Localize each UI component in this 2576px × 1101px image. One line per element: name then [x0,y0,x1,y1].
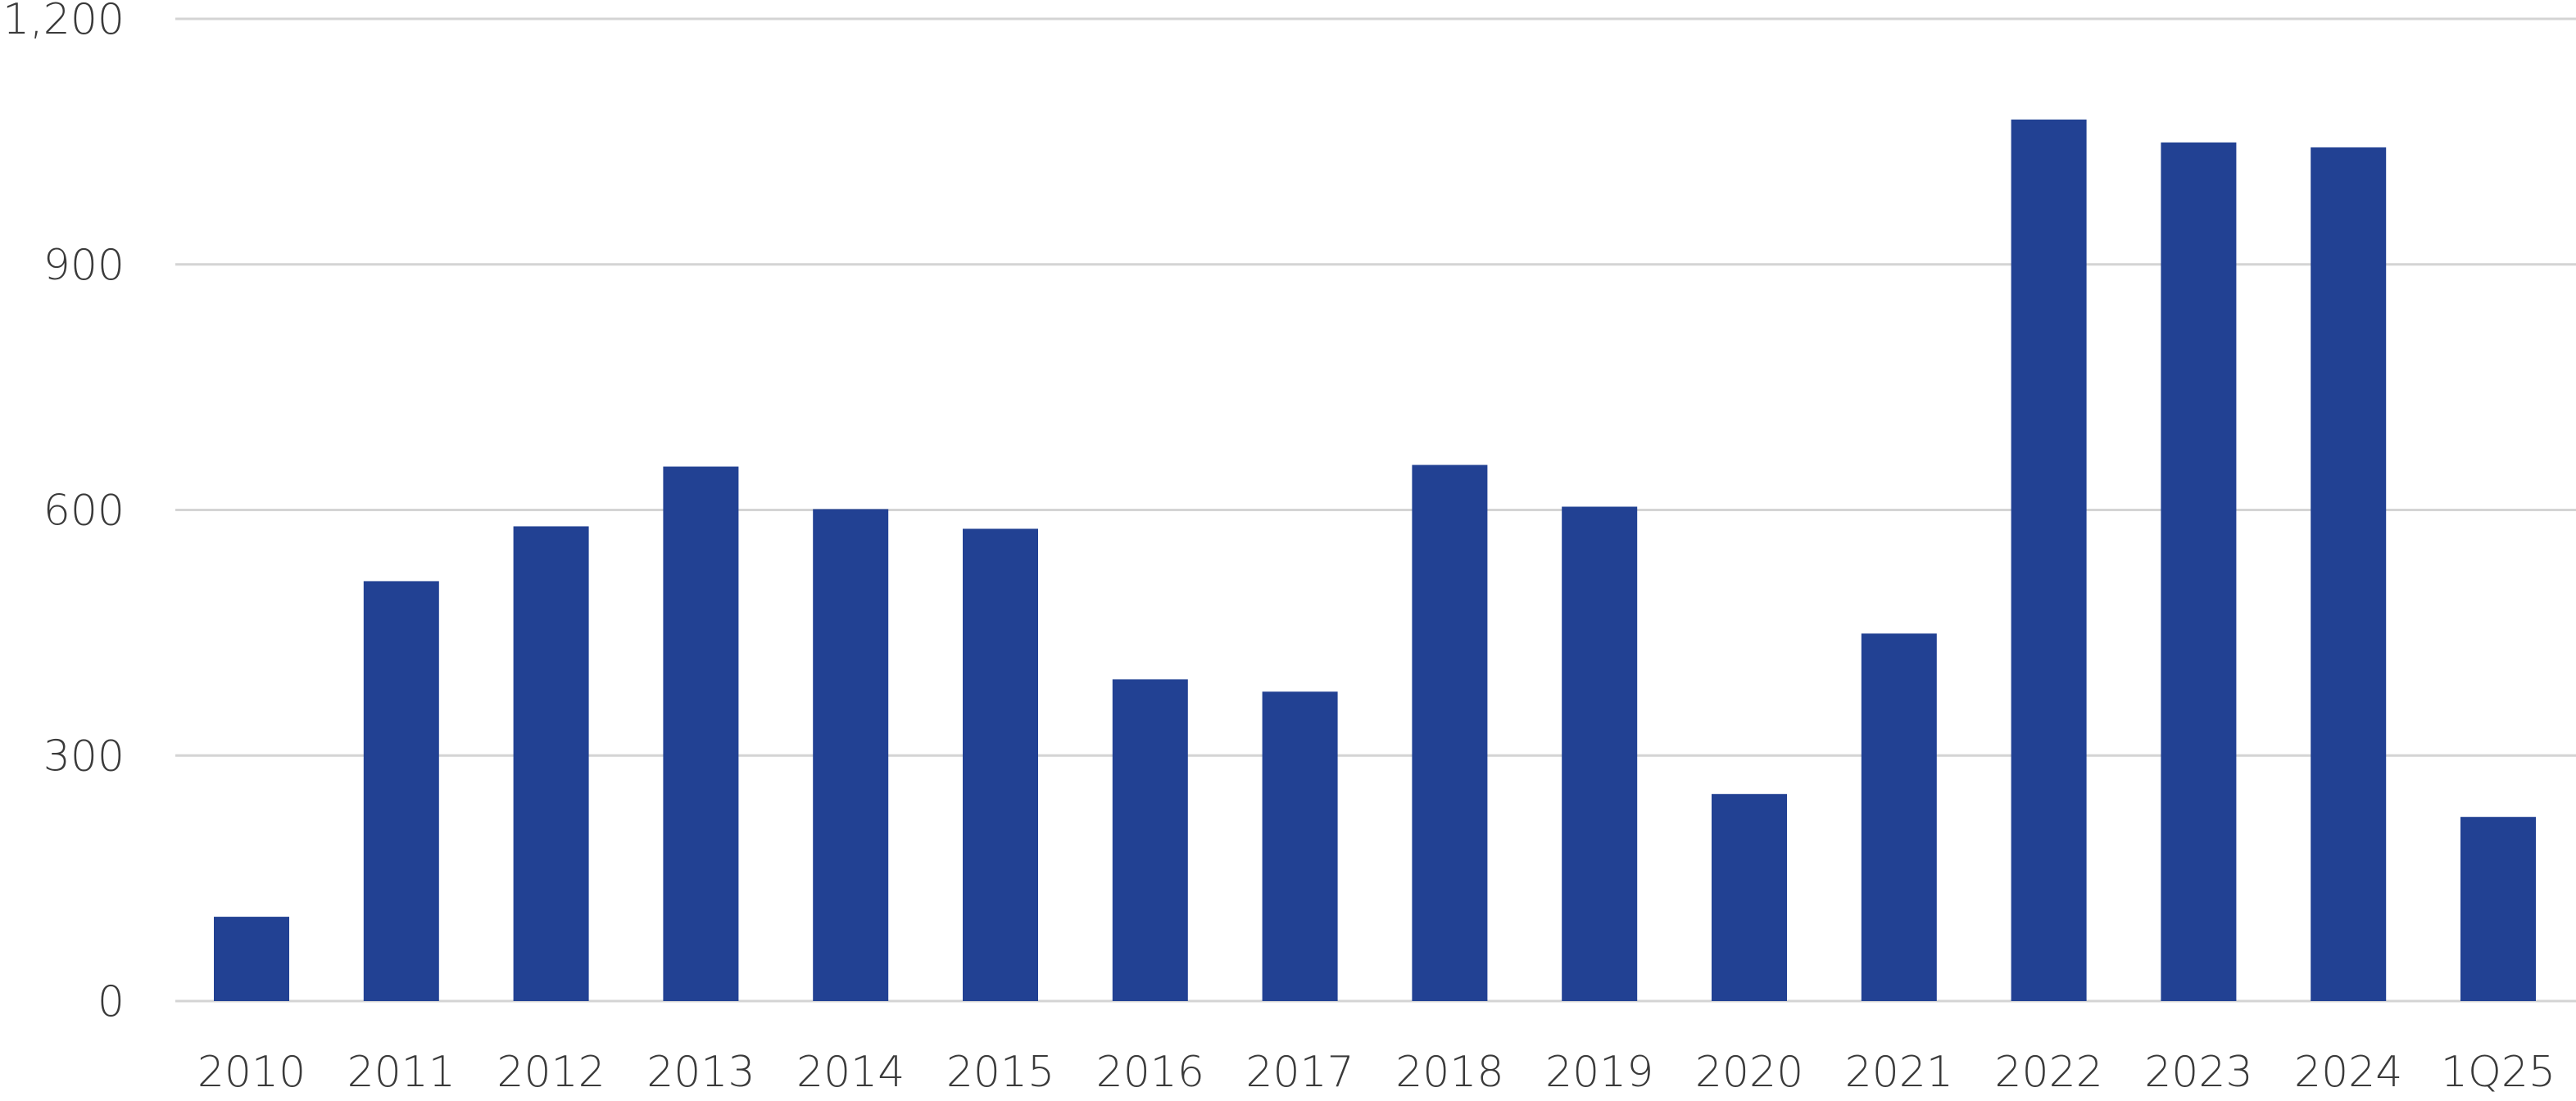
bar-1Q25 [2460,817,2536,1001]
x-tick-label: 2018 [1395,1048,1503,1097]
x-axis-tick-labels: 2010 2011 2012 2013 2014 2015 2016 2017 2018 2019… [197,1048,2556,1097]
bar-2012 [513,526,589,1001]
y-tick-label: 300 [43,732,125,781]
bar-2016 [1112,679,1188,1001]
y-axis-tick-labels: 0 300 600 900 1,200 [2,0,125,1026]
bar-2024 [2311,147,2387,1002]
bar-2015 [963,528,1038,1001]
x-tick-label: 2010 [197,1048,306,1097]
bar-2014 [813,509,889,1001]
x-tick-label: 1Q25 [2441,1048,2556,1097]
bar-2013 [663,466,739,1001]
bar-2020 [1712,794,1787,1001]
y-tick-label: 600 [43,487,125,536]
bar-2021 [1861,633,1937,1001]
x-tick-label: 2023 [2144,1048,2252,1097]
y-tick-label: 1,200 [2,0,125,44]
x-tick-label: 2012 [497,1048,605,1097]
x-tick-label: 2019 [1545,1048,1653,1097]
bar-2010 [214,917,289,1001]
bar-2019 [1562,506,1638,1001]
bars [214,119,2536,1002]
x-tick-label: 2017 [1245,1048,1354,1097]
bar-2018 [1412,464,1488,1001]
x-tick-label: 2016 [1096,1048,1204,1097]
bar-2011 [363,581,439,1001]
y-tick-label: 900 [43,241,125,290]
y-tick-label: 0 [98,977,125,1026]
x-tick-label: 2024 [2294,1048,2402,1097]
x-tick-label: 2022 [1994,1048,2102,1097]
x-tick-label: 2021 [1845,1048,1953,1097]
x-tick-label: 2015 [946,1048,1054,1097]
x-tick-label: 2014 [796,1048,905,1097]
x-tick-label: 2020 [1695,1048,1803,1097]
bar-2023 [2161,142,2237,1002]
x-tick-label: 2013 [646,1048,755,1097]
x-tick-label: 2011 [347,1048,456,1097]
bar-2022 [2011,119,2087,1002]
bar-2017 [1262,691,1338,1001]
